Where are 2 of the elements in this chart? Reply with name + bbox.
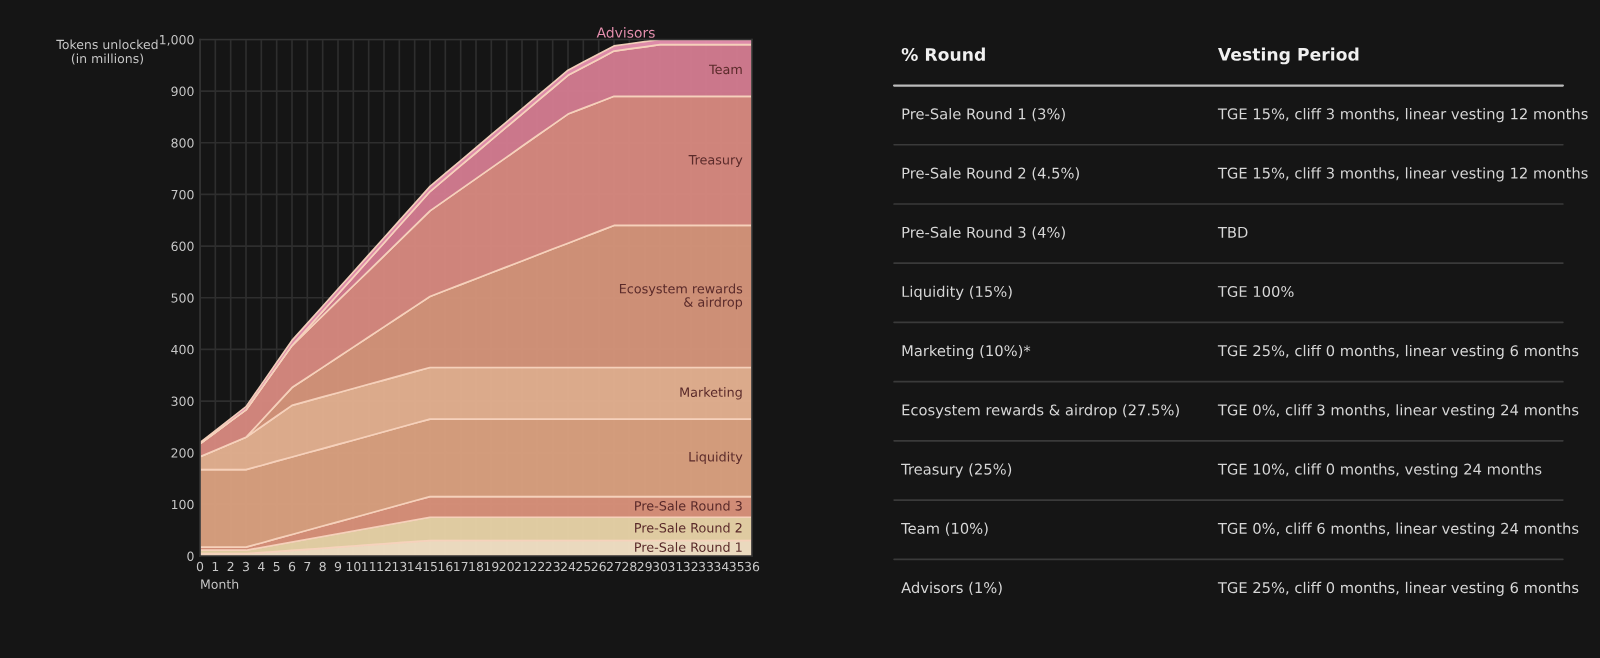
text: % Round: [901, 47, 985, 61]
text: Vesting Period: [1218, 47, 1359, 65]
